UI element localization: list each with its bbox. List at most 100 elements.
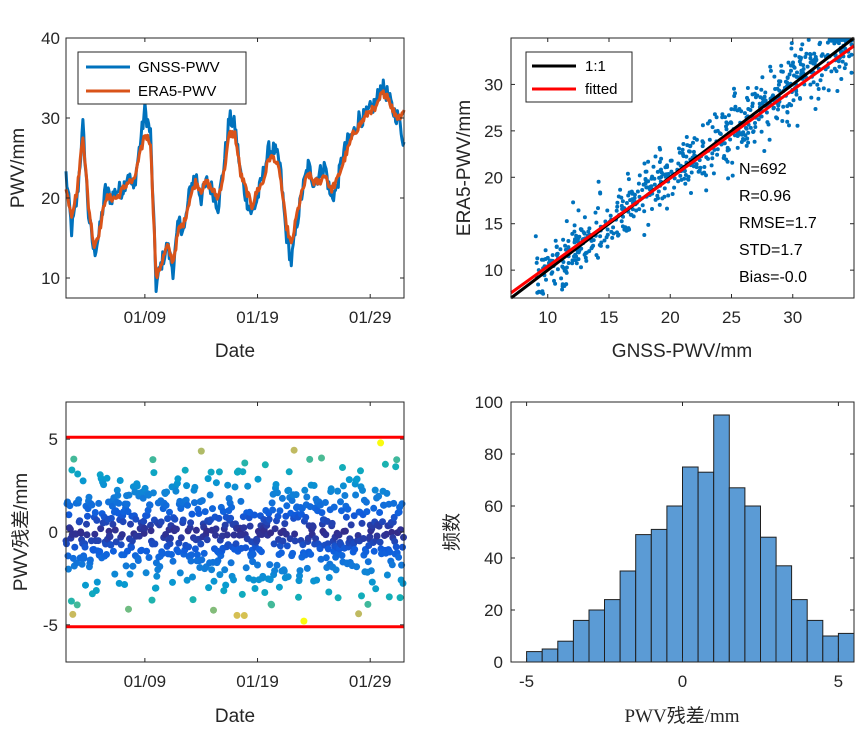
- scatter-point: [637, 207, 642, 212]
- residual-point: [210, 606, 217, 614]
- scatter-point: [818, 40, 823, 45]
- residual-point: [296, 572, 303, 580]
- residual-point: [210, 577, 218, 585]
- scatter-point: [544, 277, 548, 282]
- residual-point: [111, 526, 119, 534]
- scatter-point: [781, 104, 786, 109]
- scatter-point: [656, 189, 661, 194]
- scatter-point: [743, 133, 748, 138]
- scatter-point: [632, 196, 637, 201]
- scatter-point: [759, 129, 764, 134]
- residual-point: [282, 530, 290, 538]
- histogram-ytick-label: 40: [484, 549, 503, 568]
- scatter-point: [783, 79, 788, 84]
- scatter-point: [715, 128, 720, 133]
- scatter-point: [646, 222, 651, 227]
- scatter-point: [643, 169, 648, 174]
- residual-point: [271, 525, 279, 533]
- residual-point: [65, 511, 73, 519]
- scatter-point: [730, 160, 735, 165]
- residual-point: [77, 529, 85, 537]
- scatter-point: [791, 60, 795, 65]
- scatter-point: [653, 154, 658, 159]
- scatter-point: [657, 175, 662, 180]
- residual-point: [212, 525, 220, 533]
- scatter-point: [584, 258, 589, 263]
- residual-point: [113, 486, 121, 494]
- residual-point: [67, 597, 75, 605]
- scatter-point: [701, 140, 706, 145]
- scatter-point: [753, 125, 758, 129]
- residual-point: [276, 507, 284, 515]
- stat-rmse: RMSE=1.7: [739, 215, 817, 232]
- scatter-point: [683, 181, 688, 186]
- scatter-point: [658, 147, 663, 152]
- series-line-era5-pwv: [64, 89, 406, 280]
- scatter-point: [780, 69, 785, 74]
- residual-point: [291, 530, 299, 538]
- scatter-point: [806, 37, 811, 42]
- scatter-point: [777, 79, 781, 84]
- residual-point: [78, 560, 86, 568]
- histogram-bar: [541, 648, 559, 663]
- scatter-point: [821, 86, 826, 91]
- scatter-point: [596, 179, 601, 184]
- residual-point: [106, 533, 114, 541]
- residual-point: [189, 596, 197, 604]
- residual-point: [204, 475, 212, 483]
- residual-point: [175, 539, 183, 547]
- residual-point: [179, 516, 187, 524]
- scatter-point: [795, 70, 799, 75]
- scatter-point: [685, 143, 690, 148]
- residual-point: [86, 556, 94, 564]
- scatter-point: [697, 168, 702, 173]
- scatter-point: [554, 245, 559, 249]
- residual-point: [64, 565, 72, 573]
- residual-point: [93, 578, 101, 586]
- residual-point: [176, 569, 184, 577]
- residual-point: [66, 502, 74, 510]
- residual-point: [310, 482, 318, 489]
- residual-point: [306, 455, 314, 463]
- scatter-point: [812, 51, 817, 56]
- residual-point: [227, 559, 235, 567]
- residual-point: [355, 610, 363, 618]
- residual-point: [167, 534, 174, 542]
- residual-point: [222, 581, 230, 589]
- residual-point: [103, 551, 110, 558]
- scatter-point: [715, 147, 720, 152]
- scatter-point: [625, 171, 630, 176]
- residual-point: [109, 520, 117, 528]
- residual-point: [300, 617, 308, 625]
- scatter-point: [624, 228, 629, 233]
- histogram-bar: [744, 505, 762, 663]
- residual-point: [351, 545, 359, 553]
- timeseries-ytick-label: 20: [41, 189, 60, 208]
- scatter-point: [773, 87, 778, 91]
- residual-point: [141, 524, 149, 532]
- scatter-point: [536, 282, 541, 287]
- residual-point: [307, 550, 315, 558]
- scatter-point: [678, 163, 683, 168]
- scatter-point: [564, 282, 569, 287]
- scatter-point: [598, 190, 603, 195]
- residual-point: [146, 501, 154, 509]
- scatter-point: [624, 201, 629, 205]
- residual-point: [283, 542, 291, 550]
- residual-point: [277, 549, 285, 557]
- histogram-bar: [666, 505, 684, 663]
- stat-std: STD=1.7: [739, 242, 803, 259]
- histogram-ytick-label: 0: [494, 653, 503, 672]
- residual-xtick-label: 01/29: [349, 672, 392, 691]
- residual-point: [219, 508, 227, 515]
- residual-point: [203, 536, 211, 544]
- residual-point: [79, 477, 87, 485]
- residual-point: [215, 468, 223, 476]
- residual-point: [208, 566, 216, 574]
- residual-point: [172, 487, 180, 495]
- residual-point: [354, 532, 362, 539]
- residual-point: [94, 537, 102, 545]
- scatter-point: [570, 258, 575, 263]
- residual-point: [344, 505, 352, 513]
- residual-point: [269, 506, 277, 514]
